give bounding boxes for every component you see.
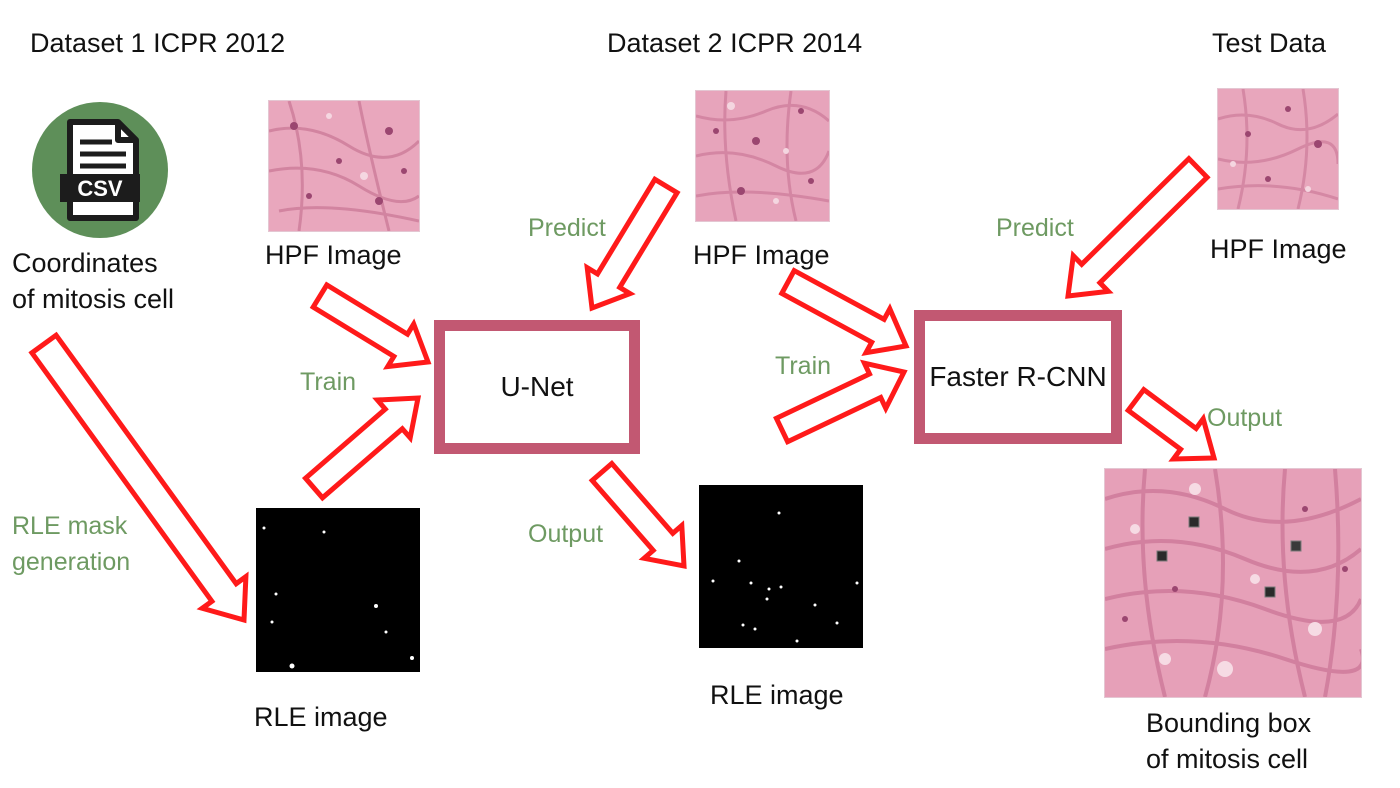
arrow-test-predict-rcnn [1065, 155, 1211, 299]
faster-rcnn-label: Faster R-CNN [929, 361, 1107, 392]
predict-label-unet: Predict [528, 214, 606, 242]
unet-label: U-Net [500, 371, 574, 402]
bounding-box-result-image [1104, 468, 1362, 698]
train-label-unet: Train [300, 368, 357, 396]
hpf-image-test [1217, 88, 1339, 210]
bounding-box-label-line2: of mitosis cell [1146, 744, 1309, 774]
dataset1-header: Dataset 1 ICPR 2012 [30, 28, 286, 58]
hpf-label-dataset1: HPF Image [265, 240, 402, 270]
arrow-hpf2-to-rcnn [778, 267, 910, 357]
arrow-unet-to-rle2 [588, 459, 687, 570]
predict-label-faster-rcnn: Predict [996, 214, 1074, 242]
hpf-label-test: HPF Image [1210, 234, 1347, 264]
rle-mask-image-output [699, 485, 863, 648]
output-label-unet: Output [528, 520, 604, 548]
coordinates-label-line2: of mitosis cell [12, 284, 175, 314]
arrow-hpf2-predict-unet [584, 175, 681, 312]
hpf-image-dataset2 [695, 90, 830, 222]
hpf-label-dataset2: HPF Image [693, 240, 830, 270]
dataset2-header: Dataset 2 ICPR 2014 [607, 28, 863, 58]
output-label-faster-rcnn: Output [1207, 404, 1283, 432]
bounding-box-label-line1: Bounding box [1146, 708, 1312, 738]
rle-mask-generation-label-line2: generation [12, 548, 131, 576]
csv-file-icon: CSV [30, 100, 170, 240]
arrow-coords-to-rle [28, 331, 249, 624]
train-label-faster-rcnn: Train [775, 352, 832, 380]
test-data-header: Test Data [1212, 28, 1327, 58]
unet-model-box: U-Net [434, 320, 640, 454]
csv-icon-text: CSV [77, 176, 123, 201]
arrow-rle1-to-unet [301, 395, 422, 502]
rle-image-label-input: RLE image [254, 702, 388, 732]
rle-image-label-output: RLE image [710, 680, 844, 710]
rle-mask-generation-label-line1: RLE mask [12, 512, 128, 540]
rle-mask-image-input [256, 508, 420, 672]
hpf-image-dataset1 [268, 100, 420, 232]
arrow-rcnn-to-output [1124, 386, 1218, 462]
faster-rcnn-model-box: Faster R-CNN [914, 310, 1122, 444]
arrow-train-to-rcnn [773, 359, 908, 446]
coordinates-label-line1: Coordinates [12, 248, 158, 278]
arrow-hpf1-to-unet [309, 281, 432, 370]
